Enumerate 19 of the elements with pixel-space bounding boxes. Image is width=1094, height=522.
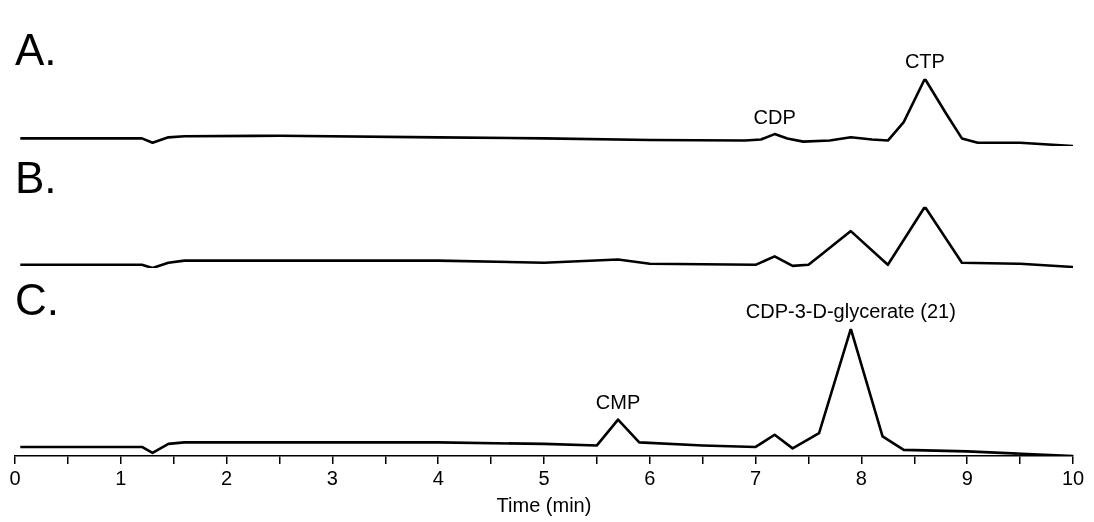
annotation: CDP [753, 105, 796, 128]
x-tick-label: 8 [855, 466, 867, 489]
x-tick-label: 4 [432, 466, 444, 489]
annotation: CTP [904, 50, 945, 73]
chart-title: A. [15, 24, 57, 74]
x-axis-title: Time (min) [496, 493, 592, 516]
chart-title: C. [15, 274, 59, 324]
x-tick-label: 10 [1061, 466, 1085, 489]
chart-title: B. [15, 152, 57, 202]
annotation: CMP [595, 391, 641, 414]
annotation: CDP-3-D-glycerate (21) [745, 300, 956, 323]
x-tick-label: 9 [961, 466, 973, 489]
x-tick-label: 0 [9, 466, 21, 489]
x-tick-label: 7 [750, 466, 762, 489]
x-tick-label: 2 [221, 466, 233, 489]
x-tick-label: 5 [538, 466, 550, 489]
x-tick-label: 3 [326, 466, 338, 489]
x-tick-label: 1 [115, 466, 127, 489]
x-tick-label: 6 [644, 466, 656, 489]
